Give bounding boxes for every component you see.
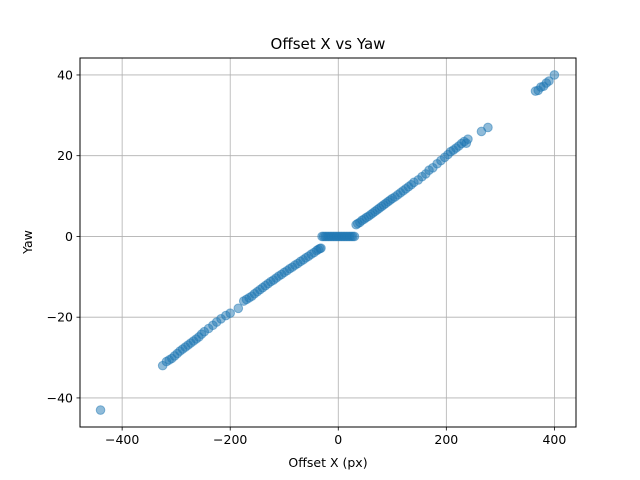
grid-lines xyxy=(80,58,576,427)
y-tick-label: 40 xyxy=(57,67,73,82)
y-axis-ticks: −40 −20 0 20 40 xyxy=(47,67,80,405)
x-tick-label: −200 xyxy=(213,432,247,447)
y-tick-label: 20 xyxy=(57,148,73,163)
chart-title: Offset X vs Yaw xyxy=(271,35,386,53)
y-tick-label: 0 xyxy=(65,229,73,244)
data-point xyxy=(95,405,106,415)
x-axis-ticks: −400 −200 0 200 400 xyxy=(105,427,566,447)
data-point xyxy=(549,70,560,80)
data-point xyxy=(544,76,554,86)
y-tick-label: −20 xyxy=(47,310,73,325)
data-point xyxy=(463,134,473,144)
plot-frame xyxy=(79,57,577,428)
data-point xyxy=(233,303,244,314)
data-points xyxy=(95,70,560,415)
y-tick-label: −40 xyxy=(47,390,73,405)
data-point xyxy=(483,122,493,133)
x-tick-label: 0 xyxy=(334,432,342,447)
x-tick-label: 400 xyxy=(542,432,566,447)
data-point xyxy=(349,231,360,242)
data-point xyxy=(316,243,326,253)
x-axis-label: Offset X (px) xyxy=(288,455,367,470)
y-axis-label: Yaw xyxy=(20,230,35,255)
x-tick-label: −400 xyxy=(105,432,139,447)
x-tick-label: 200 xyxy=(434,432,458,447)
data-point xyxy=(225,308,236,318)
